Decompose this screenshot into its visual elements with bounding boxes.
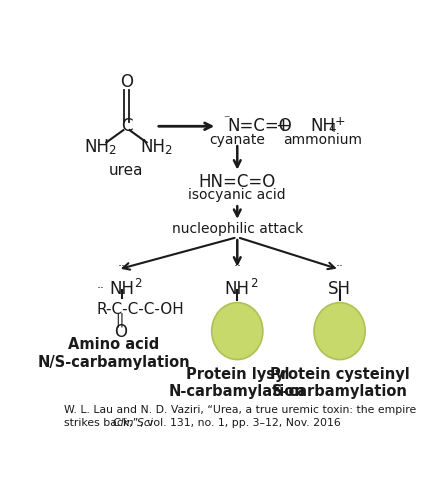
Text: ||: ||: [115, 313, 125, 327]
Text: NH: NH: [109, 280, 134, 297]
Text: isocyanic acid: isocyanic acid: [188, 188, 286, 202]
Text: 4: 4: [328, 122, 335, 135]
Text: N=C=O: N=C=O: [227, 117, 291, 135]
Text: ··: ··: [233, 259, 241, 273]
Text: cyanate: cyanate: [209, 133, 265, 147]
Text: 2: 2: [108, 144, 115, 158]
Text: NH: NH: [140, 138, 165, 156]
Ellipse shape: [211, 303, 262, 360]
Text: ⁻: ⁻: [223, 114, 230, 126]
Text: nucleophilic attack: nucleophilic attack: [171, 222, 302, 237]
Text: Clin Sci: Clin Sci: [113, 418, 153, 428]
Text: urea: urea: [109, 164, 143, 178]
Text: NH: NH: [309, 117, 334, 135]
Text: , vol. 131, no. 1, pp. 3–12, Nov. 2016: , vol. 131, no. 1, pp. 3–12, Nov. 2016: [140, 418, 340, 428]
Text: 2: 2: [134, 277, 141, 290]
Text: Protein lysyl
N-carbamylation: Protein lysyl N-carbamylation: [168, 367, 305, 399]
Text: ··: ··: [335, 259, 343, 273]
Text: 2: 2: [163, 144, 171, 158]
Text: Amino acid
N/S-carbamylation: Amino acid N/S-carbamylation: [38, 337, 190, 370]
Text: W. L. Lau and N. D. Vaziri, “Urea, a true uremic toxin: the empire: W. L. Lau and N. D. Vaziri, “Urea, a tru…: [63, 406, 415, 415]
Text: R-C-C-C-OH: R-C-C-C-OH: [96, 302, 184, 317]
Text: ··: ··: [118, 259, 125, 273]
Text: ··: ··: [97, 282, 105, 295]
Text: C: C: [120, 117, 132, 135]
Text: ammonium: ammonium: [283, 133, 361, 147]
Text: HN=C=O: HN=C=O: [198, 173, 275, 191]
Text: SH: SH: [327, 280, 350, 297]
Text: O: O: [120, 74, 133, 91]
Text: NH: NH: [84, 138, 109, 156]
Text: O: O: [113, 324, 126, 341]
Text: +: +: [275, 117, 290, 135]
Text: Protein cysteinyl
S-carbamylation: Protein cysteinyl S-carbamylation: [269, 367, 408, 399]
Text: +: +: [334, 115, 345, 128]
Ellipse shape: [313, 303, 364, 360]
Text: NH: NH: [224, 280, 249, 297]
Text: strikes back,”: strikes back,”: [63, 418, 141, 428]
Text: 2: 2: [249, 277, 256, 290]
